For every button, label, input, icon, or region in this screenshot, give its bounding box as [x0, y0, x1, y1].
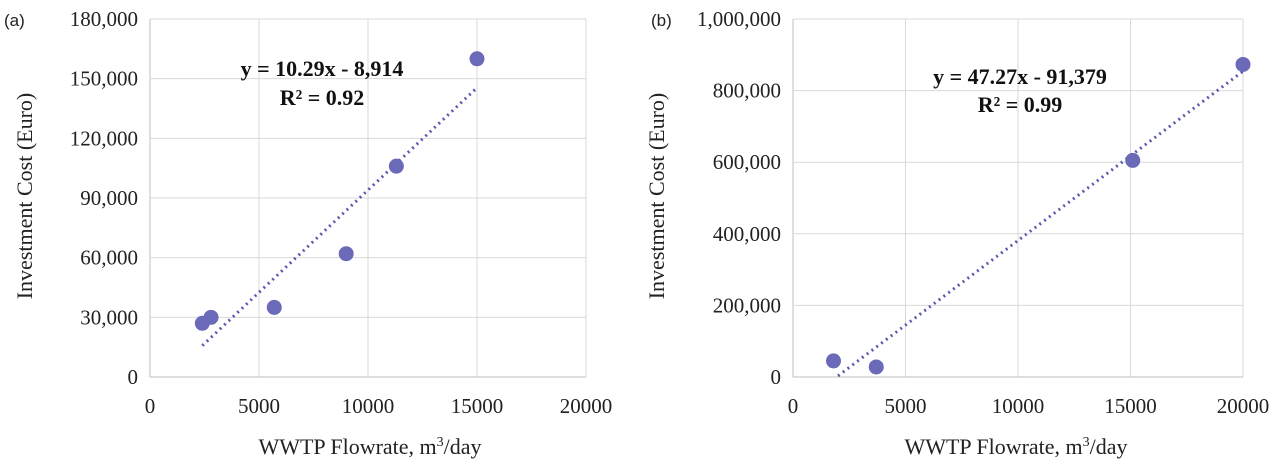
data-point-b	[1125, 152, 1141, 168]
y-tick-label-a: 120,000	[70, 126, 138, 150]
y-tick-label-b: 400,000	[713, 222, 781, 246]
data-point-b	[1235, 56, 1251, 72]
x-tick-labels-a: 0 5000 10000 15000 20000	[145, 394, 613, 418]
data-point-b	[868, 359, 884, 375]
data-point-b	[826, 353, 841, 369]
grid-b	[792, 18, 1244, 378]
y-tick-label-b: 200,000	[713, 293, 781, 317]
y-tick-labels-b: 0 200,000 400,000 600,000 800,000 1,000,000	[697, 7, 781, 389]
trendline-a	[201, 86, 479, 347]
grid-a	[149, 18, 587, 378]
r2-b: R² = 0.99	[978, 92, 1063, 117]
x-axis-title-b: WWTP Flowrate, m3/day	[904, 434, 1127, 459]
x-axis-title-b-tail: /day	[1090, 434, 1128, 459]
x-axis-title-a: WWTP Flowrate, m3/day	[258, 434, 481, 459]
chart-a: (a) 0 30,000 60,000 90,000 120,000 150,000 180…	[4, 7, 612, 459]
data-point-a	[388, 158, 404, 174]
y-tick-label-a: 0	[128, 365, 139, 389]
data-point-a	[469, 51, 485, 67]
x-tick-label-a: 20000	[560, 394, 613, 418]
y-tick-label-a: 30,000	[80, 305, 138, 329]
trendline-b	[837, 70, 1244, 378]
y-tick-label-b: 600,000	[713, 150, 781, 174]
x-tick-label-b: 0	[788, 394, 799, 418]
y-tick-labels-a: 0 30,000 60,000 90,000 120,000 150,000 180,000	[70, 7, 138, 389]
data-point-a	[266, 299, 282, 315]
trendline-b	[837, 70, 1244, 378]
x-axis-title-a-main: WWTP Flowrate, m	[258, 434, 436, 459]
y-tick-label-b: 1,000,000	[697, 7, 781, 31]
equation-a: y = 10.29x - 8,914	[241, 56, 404, 81]
x-tick-label-a: 5000	[238, 394, 280, 418]
x-tick-label-a: 0	[145, 394, 156, 418]
x-tick-label-b: 5000	[885, 394, 927, 418]
points-b	[826, 56, 1251, 375]
y-axis-title-a: Investment Cost (Euro)	[12, 93, 37, 300]
x-axis-title-a-sup: 3	[437, 435, 444, 450]
trendline-a	[201, 86, 479, 347]
x-tick-label-a: 15000	[451, 394, 504, 418]
points-a	[194, 51, 485, 331]
y-tick-label-a: 60,000	[80, 246, 138, 270]
y-tick-label-b: 800,000	[713, 79, 781, 103]
data-point-a	[338, 246, 354, 262]
x-tick-label-b: 20000	[1217, 394, 1270, 418]
r2-a: R² = 0.92	[280, 85, 365, 110]
panel-label-b: (b)	[651, 11, 672, 30]
x-tick-labels-b: 0 5000 10000 15000 20000	[788, 394, 1270, 418]
y-tick-label-a: 90,000	[80, 186, 138, 210]
x-axis-title-a-tail: /day	[444, 434, 482, 459]
x-axis-title-b-main: WWTP Flowrate, m	[904, 434, 1082, 459]
data-point-a	[203, 309, 219, 325]
y-tick-label-a: 150,000	[70, 67, 138, 91]
x-tick-label-b: 10000	[992, 394, 1045, 418]
chart-b: (b) 0 200,000 400,000 600,000 800,000 1,000,0…	[644, 7, 1269, 459]
x-tick-label-b: 15000	[1104, 394, 1157, 418]
panel-label-a: (a)	[4, 11, 25, 30]
x-axis-title-b-sup: 3	[1083, 435, 1090, 450]
y-tick-label-a: 180,000	[70, 7, 138, 31]
equation-b: y = 47.27x - 91,379	[933, 64, 1107, 89]
x-tick-label-a: 10000	[342, 394, 395, 418]
y-tick-label-b: 0	[771, 365, 782, 389]
y-axis-title-b: Investment Cost (Euro)	[644, 93, 669, 300]
